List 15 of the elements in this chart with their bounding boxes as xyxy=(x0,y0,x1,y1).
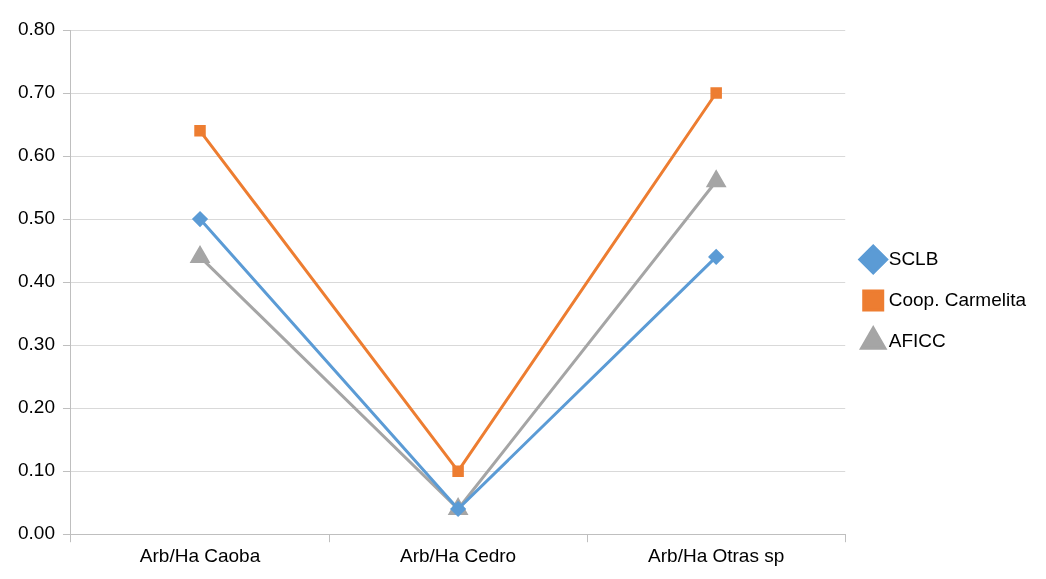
legend-label: SCLB xyxy=(888,247,939,269)
y-tick-label: 0.10 xyxy=(18,459,55,481)
y-tick-label: 0.00 xyxy=(18,522,55,544)
y-tick-label: 0.40 xyxy=(18,270,55,292)
x-tick-label: Arb/Ha Cedro xyxy=(400,544,517,566)
y-tick-label: 0.80 xyxy=(18,18,55,40)
legend-label: Coop. Carmelita xyxy=(888,288,1027,310)
y-tick-label: 0.60 xyxy=(18,144,55,166)
y-tick-label: 0.70 xyxy=(18,81,55,103)
x-tick-label: Arb/Ha Caoba xyxy=(139,544,261,566)
y-tick-label: 0.50 xyxy=(18,207,55,229)
y-tick-label: 0.30 xyxy=(18,333,55,355)
legend-label: AFICC xyxy=(888,329,946,351)
y-tick-label: 0.20 xyxy=(18,396,55,418)
x-tick-label: Arb/Ha Otras sp xyxy=(648,544,785,566)
